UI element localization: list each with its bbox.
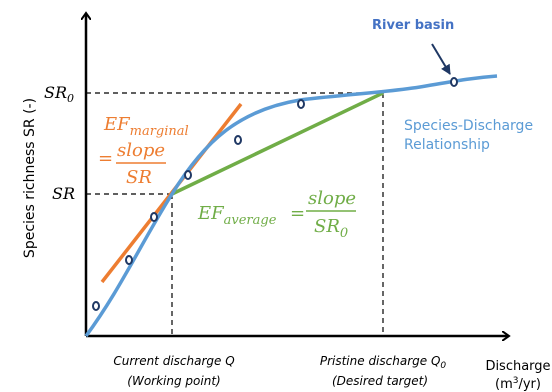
svg-text:EFaverage: EFaverage <box>197 203 277 228</box>
svg-text:Pristine discharge Q0: Pristine discharge Q0 <box>320 354 447 371</box>
ef-marginal-equals: = <box>98 148 113 169</box>
ef-marginal-sub: marginal <box>130 124 189 139</box>
ef-average-formula: EFaverage = slope SR0 <box>197 188 356 241</box>
data-point-river-basin <box>450 77 458 87</box>
data-point <box>184 170 192 180</box>
x-axis-label-line2-sup: 3 <box>513 376 519 386</box>
ef-average-numerator: slope <box>308 188 356 209</box>
y-tick-sr: SR <box>52 184 75 203</box>
ef-marginal-denominator: SR <box>126 167 152 188</box>
data-point <box>92 301 100 311</box>
data-point <box>297 99 305 109</box>
x-tick-pristine-line1: Pristine discharge Q <box>320 354 441 368</box>
svg-text:SR0: SR0 <box>314 216 348 241</box>
y-tick-sr0-sub: 0 <box>67 92 74 105</box>
x-tick-current-line1: Current discharge Q <box>113 354 234 368</box>
svg-text:EFmarginal: EFmarginal <box>103 114 189 139</box>
river-basin-label: River basin <box>372 18 454 33</box>
x-tick-pristine-line2: (Desired target) <box>332 374 428 388</box>
data-point <box>150 212 158 222</box>
x-tick-pristine-line1-sub: 0 <box>440 361 446 371</box>
ef-average-ef: EF <box>197 203 225 224</box>
ef-average-denominator: SR <box>314 216 340 237</box>
ef-marginal-numerator: slope <box>117 140 165 161</box>
data-point <box>125 255 133 265</box>
y-axis-label: Species richness SR (-) <box>22 98 38 258</box>
river-basin-arrow <box>431 43 451 75</box>
ef-marginal-formula: EFmarginal = slope SR <box>98 114 189 188</box>
x-axis-label-line1: Discharge <box>485 359 550 374</box>
curve-name-line2: Relationship <box>404 137 490 153</box>
svg-text:(m3/yr): (m3/yr) <box>495 376 541 392</box>
data-point <box>234 135 242 145</box>
average-slope-line <box>171 91 384 196</box>
x-axis-label-line2-post: /yr) <box>518 377 541 392</box>
x-tick-current-line2: (Working point) <box>127 374 220 388</box>
ef-average-equals: = <box>290 203 305 224</box>
curve-name-line1: Species-Discharge <box>404 118 533 134</box>
species-discharge-curve <box>84 74 498 338</box>
svg-text:SR0: SR0 <box>44 83 74 105</box>
x-axis-label-line2-pre: (m <box>495 377 513 392</box>
ef-average-sub: average <box>224 213 277 228</box>
ef-marginal-ef: EF <box>103 114 131 135</box>
ef-average-denominator-sub: 0 <box>340 226 348 241</box>
y-tick-sr0: SR <box>44 83 67 102</box>
